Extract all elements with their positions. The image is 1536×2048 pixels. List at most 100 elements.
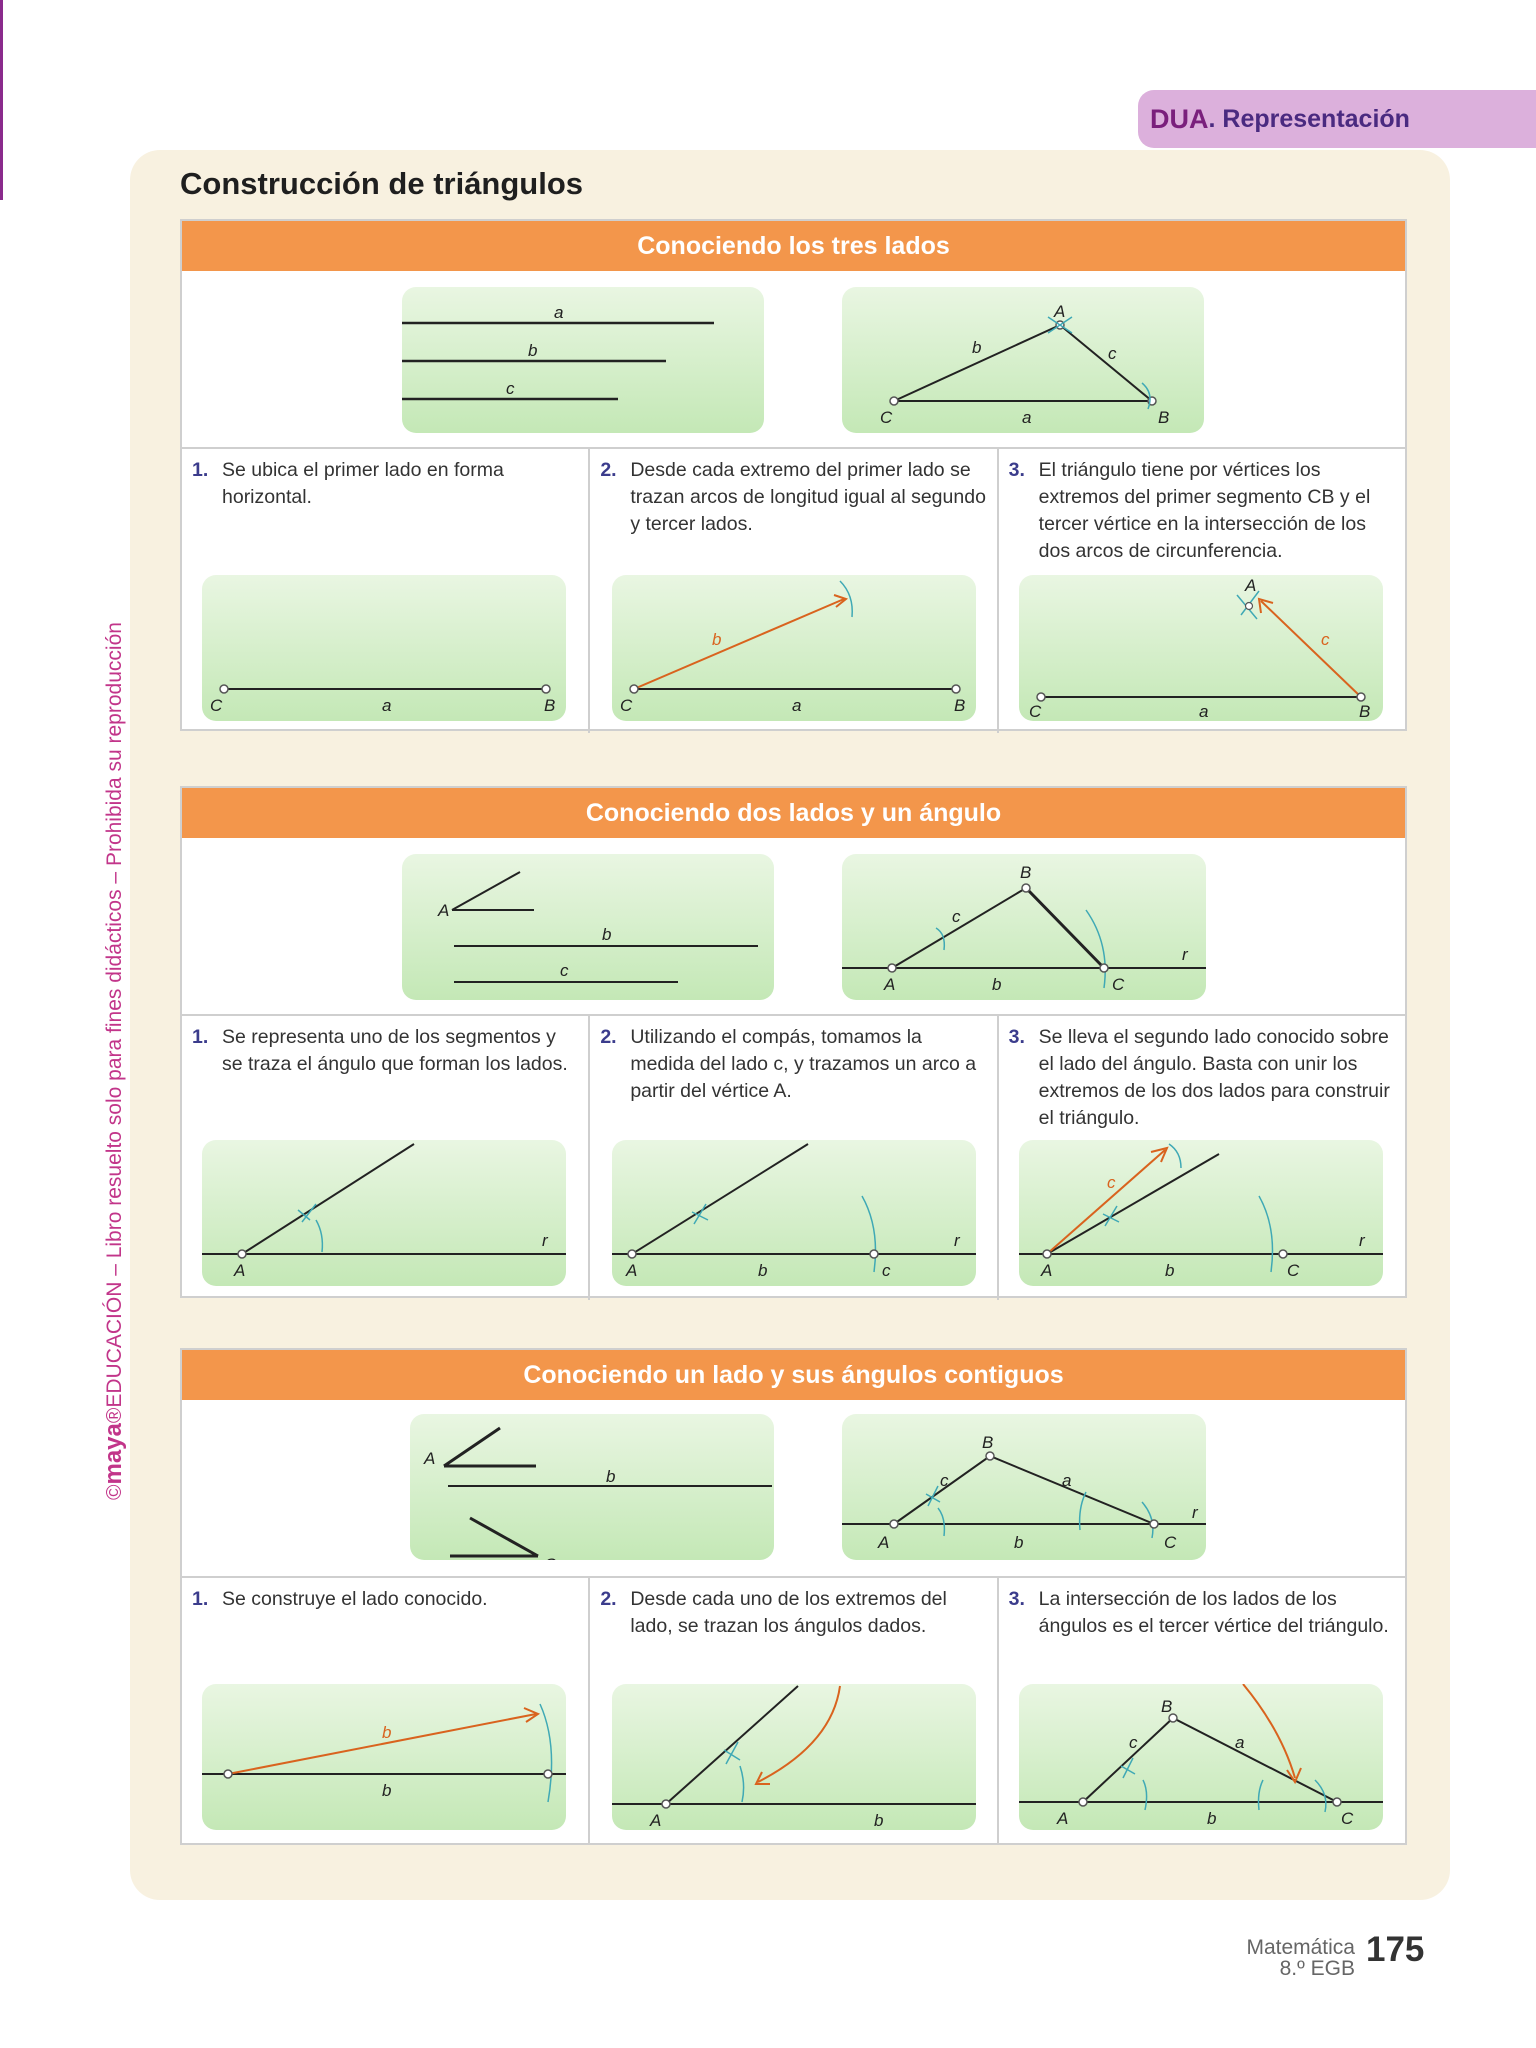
vertex-B: B (1359, 702, 1370, 721)
step-description: Desde cada uno de los extremos del lado,… (630, 1588, 947, 1637)
vertex-C: C (1112, 975, 1125, 994)
section-three-sides: Conociendo los tres lados a b c A b (180, 219, 1407, 733)
step-diagram: A b c r (612, 1143, 977, 1280)
step-diagram: C a B (210, 684, 555, 715)
line-r: r (542, 1231, 549, 1250)
step-number: 2. (600, 459, 617, 481)
copyright-vertical-text: ©maya®EDUCACIÓN – Libro resuelto solo pa… (100, 540, 128, 1500)
step-3-cell: 3. Se lleva el segundo lado conocido sobr… (999, 1016, 1405, 1300)
step-figure: c A b C r (1018, 1140, 1383, 1286)
step-description: Utilizando el compás, tomamos la medida … (630, 1026, 977, 1102)
step-text: 1. Se representa uno de los segmentos y s… (192, 1024, 580, 1078)
step-2-cell: 2. Desde cada extremo del primer lado se … (590, 449, 999, 733)
triangle-ABC-diagram: B c a r A b C (842, 1433, 1206, 1552)
vertex-C: C (1029, 702, 1042, 721)
section-side-adjacent-angles: Conociendo un lado y sus ángulos contigu… (180, 1348, 1407, 1845)
section-steps-row: 1. Se representa uno de los segmentos y s… (182, 1016, 1405, 1300)
side-b-arrow: b (382, 1723, 391, 1742)
side-b: b (1165, 1261, 1174, 1280)
dua-sublabel: . Representación (1208, 104, 1410, 133)
side-a: a (382, 696, 391, 715)
vertex-C: C (1341, 1809, 1354, 1828)
side-b: b (972, 338, 981, 357)
edge-accent-line (0, 0, 3, 200)
line-r: r (1359, 1231, 1366, 1250)
step-3-cell: 3. La intersección de los lados de los án… (999, 1578, 1405, 1845)
step-3-cell: 3. El triángulo tiene por vértices los ex… (999, 449, 1405, 733)
vertex-B: B (544, 696, 555, 715)
step-number: 3. (1008, 1588, 1025, 1610)
step-diagram: c A b C r (1018, 1143, 1383, 1280)
side-b: b (606, 1467, 615, 1486)
side-c: c (1107, 1173, 1116, 1192)
section-steps-row: 1. Se ubica el primer lado en forma horiz… (182, 449, 1405, 733)
label-a: a (554, 303, 563, 322)
vertex-B: B (1161, 1697, 1172, 1716)
step-number: 2. (600, 1026, 617, 1048)
side-a: a (1022, 408, 1031, 427)
registered-symbol: ® (103, 1407, 126, 1424)
side-a: a (1062, 1471, 1071, 1490)
page-title: Construcción de triángulos (180, 166, 584, 201)
step-diagram: b C a B (620, 580, 966, 715)
step-diagram: A c C a B (1029, 576, 1370, 721)
side-b: b (758, 1261, 767, 1280)
vertex-A: A (1056, 1809, 1068, 1828)
side-a: a (1235, 1733, 1244, 1752)
line-r: r (954, 1231, 961, 1250)
section-header: Conociendo dos lados y un ángulo (182, 788, 1405, 838)
vertex-B: B (954, 696, 965, 715)
side-a: a (792, 696, 801, 715)
step-2-cell: 2. Desde cada uno de los extremos del lad… (590, 1578, 999, 1845)
step-text: 3. Se lleva el segundo lado conocido sobr… (1009, 1024, 1397, 1132)
vertex-B: B (982, 1433, 993, 1452)
given-elements-figure: A b C (410, 1414, 774, 1560)
result-triangle-figure: B c a r A b C (842, 1414, 1206, 1560)
step-text: 3. El triángulo tiene por vértices los ex… (1009, 457, 1397, 565)
step-text: 2. Desde cada extremo del primer lado se … (600, 457, 988, 538)
side-b: b (602, 925, 611, 944)
section-overview-row: A b c B c r A b C (182, 838, 1405, 1016)
step-number: 3. (1008, 459, 1025, 481)
section-header: Conociendo los tres lados (182, 221, 1405, 271)
step-number: 1. (192, 1026, 209, 1048)
vertex-C: C (1287, 1261, 1300, 1280)
vertex-A: A (423, 1449, 435, 1468)
given-segments-figure: a b c (402, 287, 764, 433)
side-c: c (940, 1471, 949, 1490)
vertex-C: C (544, 1555, 557, 1560)
given-elements-figure: A b c (402, 854, 774, 1000)
side-c: c (882, 1261, 891, 1280)
step-1-cell: 1. Se ubica el primer lado en forma horiz… (182, 449, 591, 733)
side-b: b (992, 975, 1001, 994)
section-header: Conociendo un lado y sus ángulos contigu… (182, 1350, 1405, 1400)
step-description: Se representa uno de los segmentos y se … (222, 1026, 568, 1075)
step-description: Desde cada extremo del primer lado se tr… (630, 459, 986, 535)
step-diagram: B c a A b C (1018, 1684, 1383, 1828)
section-two-sides-angle: Conociendo dos lados y un ángulo A b c (180, 786, 1407, 1300)
footer-subject: Matemática 8.º EGB (1210, 1937, 1355, 1979)
segments-a-b-c-diagram: a b c (402, 303, 714, 401)
step-description: La intersección de los lados de los ángu… (1038, 1588, 1389, 1637)
step-2-cell: 2. Utilizando el compás, tomamos la medid… (590, 1016, 999, 1300)
side-b: b (712, 630, 721, 649)
vertex-A: A (1053, 302, 1065, 321)
vertex-C: C (620, 696, 633, 715)
step-1-cell: 1. Se representa uno de los segmentos y s… (182, 1016, 591, 1300)
angles-and-side-diagram: A b C (423, 1426, 772, 1560)
step-text: 1. Se construye el lado conocido. (192, 1586, 580, 1613)
line-r: r (1182, 945, 1189, 964)
side-c: c (952, 907, 961, 926)
vertex-C: C (880, 408, 893, 427)
page-number: 175 (1366, 1930, 1425, 1969)
step-number: 2. (600, 1588, 617, 1610)
step-figure: b C a B (612, 575, 977, 721)
side-a: a (1199, 702, 1208, 721)
result-triangle-figure: B c r A b C (842, 854, 1206, 1000)
step-text: 2. Utilizando el compás, tomamos la medid… (600, 1024, 988, 1105)
result-triangle-figure: A b c C a B (842, 287, 1204, 433)
step-description: El triángulo tiene por vértices los extr… (1038, 459, 1371, 562)
step-figure: b b (202, 1684, 566, 1830)
step-diagram: b b (202, 1703, 566, 1803)
step-figure: A r (202, 1140, 566, 1286)
